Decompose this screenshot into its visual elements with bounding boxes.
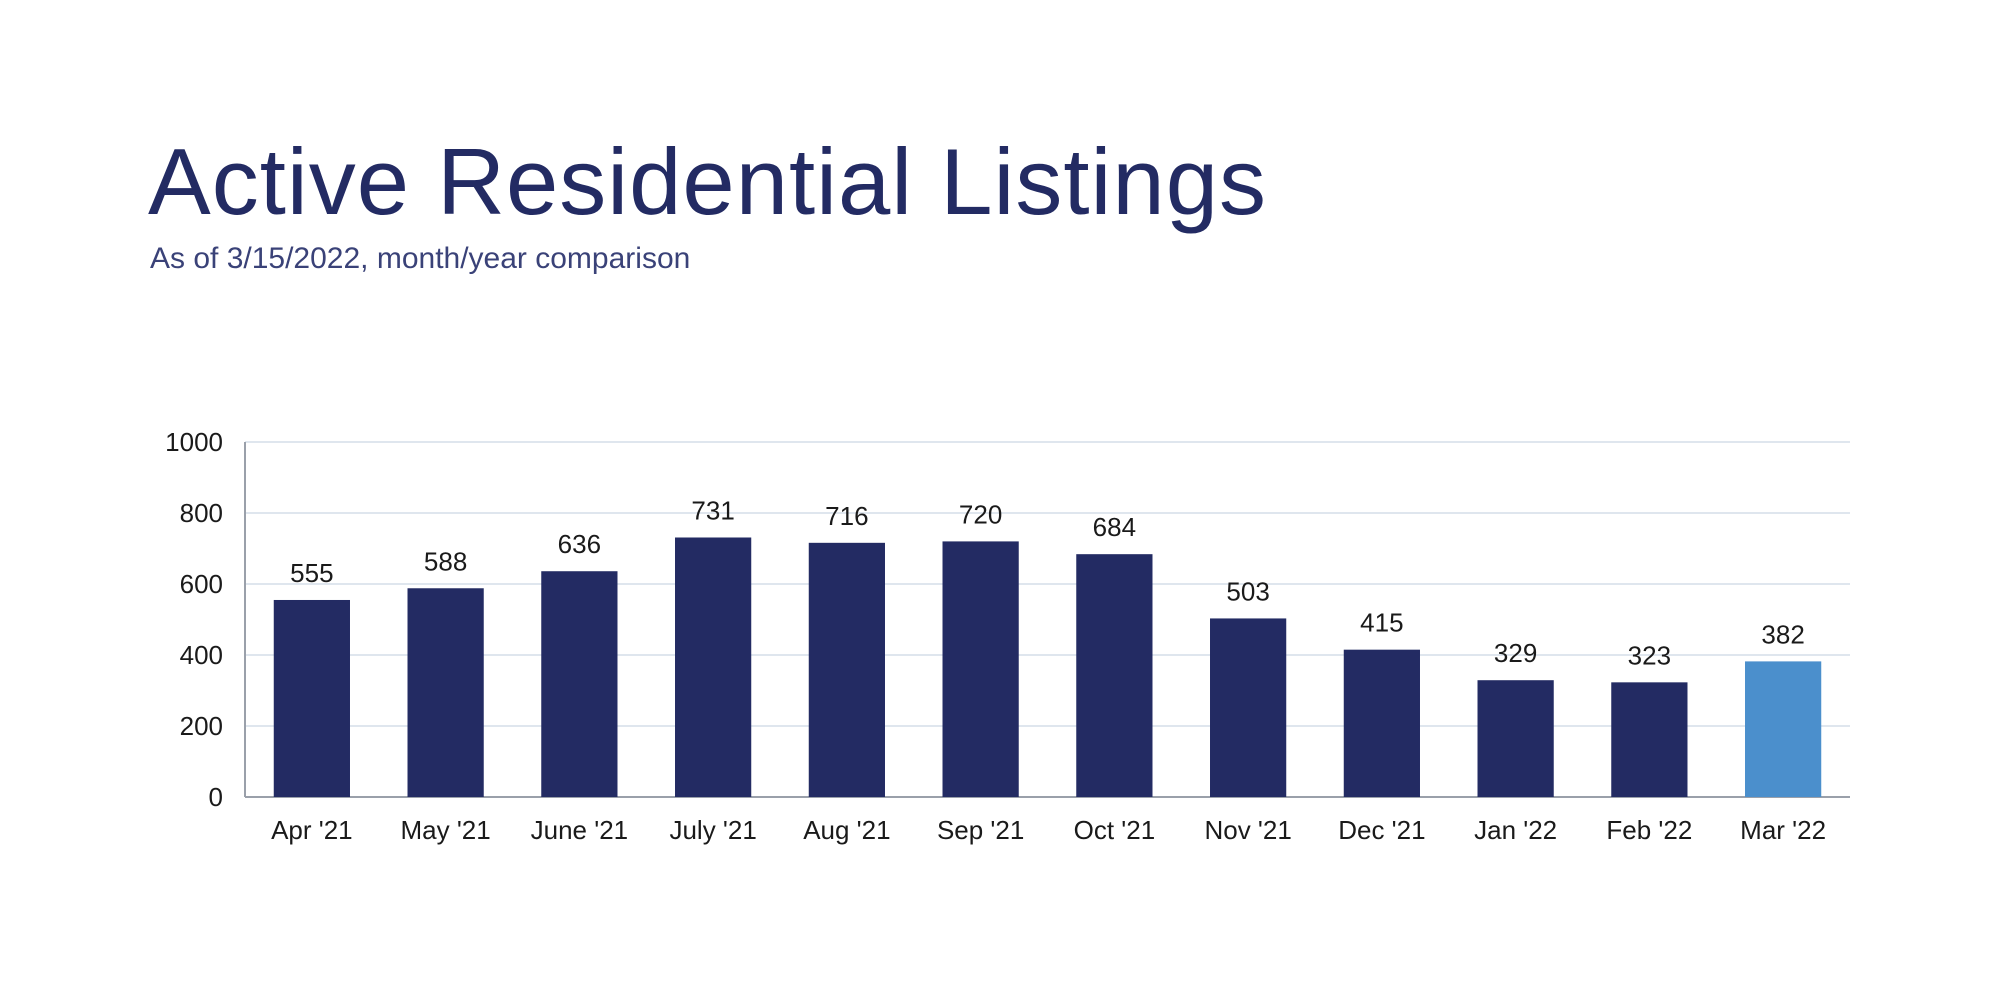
x-tick-label: Aug '21 [803,815,890,845]
data-label: 684 [1093,512,1136,542]
x-tick-label: Feb '22 [1606,815,1692,845]
bar [541,571,618,797]
bar [273,599,350,797]
x-tick-label: Sep '21 [937,815,1024,845]
x-tick-label: Nov '21 [1204,815,1291,845]
bar [407,588,484,797]
x-tick-label: May '21 [401,815,491,845]
chart-title: Active Residential Listings [148,129,1267,234]
data-label: 731 [691,495,734,525]
bar [1477,680,1554,797]
bar [675,537,752,797]
y-tick-label: 1000 [165,427,223,457]
y-tick-label: 400 [180,640,223,670]
y-tick-label: 0 [209,782,223,812]
bar [808,542,885,797]
y-tick-label: 800 [180,498,223,528]
bar [1745,661,1822,797]
x-tick-label: July '21 [669,815,756,845]
y-tick-label: 200 [180,711,223,741]
bar [1210,618,1287,797]
data-label: 555 [290,558,333,588]
data-label: 503 [1226,576,1269,606]
data-label: 415 [1360,608,1403,638]
data-label: 382 [1761,619,1804,649]
y-tick-label: 600 [180,569,223,599]
x-tick-label: Oct '21 [1074,815,1156,845]
x-tick-label: Apr '21 [271,815,353,845]
bar [1611,682,1688,797]
data-label: 720 [959,499,1002,529]
x-tick-label: Dec '21 [1338,815,1425,845]
data-label: 636 [558,529,601,559]
data-label: 716 [825,501,868,531]
data-label: 588 [424,546,467,576]
bar [942,541,1019,797]
chart-subtitle: As of 3/15/2022, month/year comparison [150,242,691,275]
bar [1076,554,1153,797]
x-tick-label: June '21 [531,815,629,845]
data-label: 323 [1628,640,1671,670]
x-tick-label: Mar '22 [1740,815,1826,845]
x-tick-label: Jan '22 [1474,815,1557,845]
bar [1343,649,1420,797]
data-label: 329 [1494,638,1537,668]
